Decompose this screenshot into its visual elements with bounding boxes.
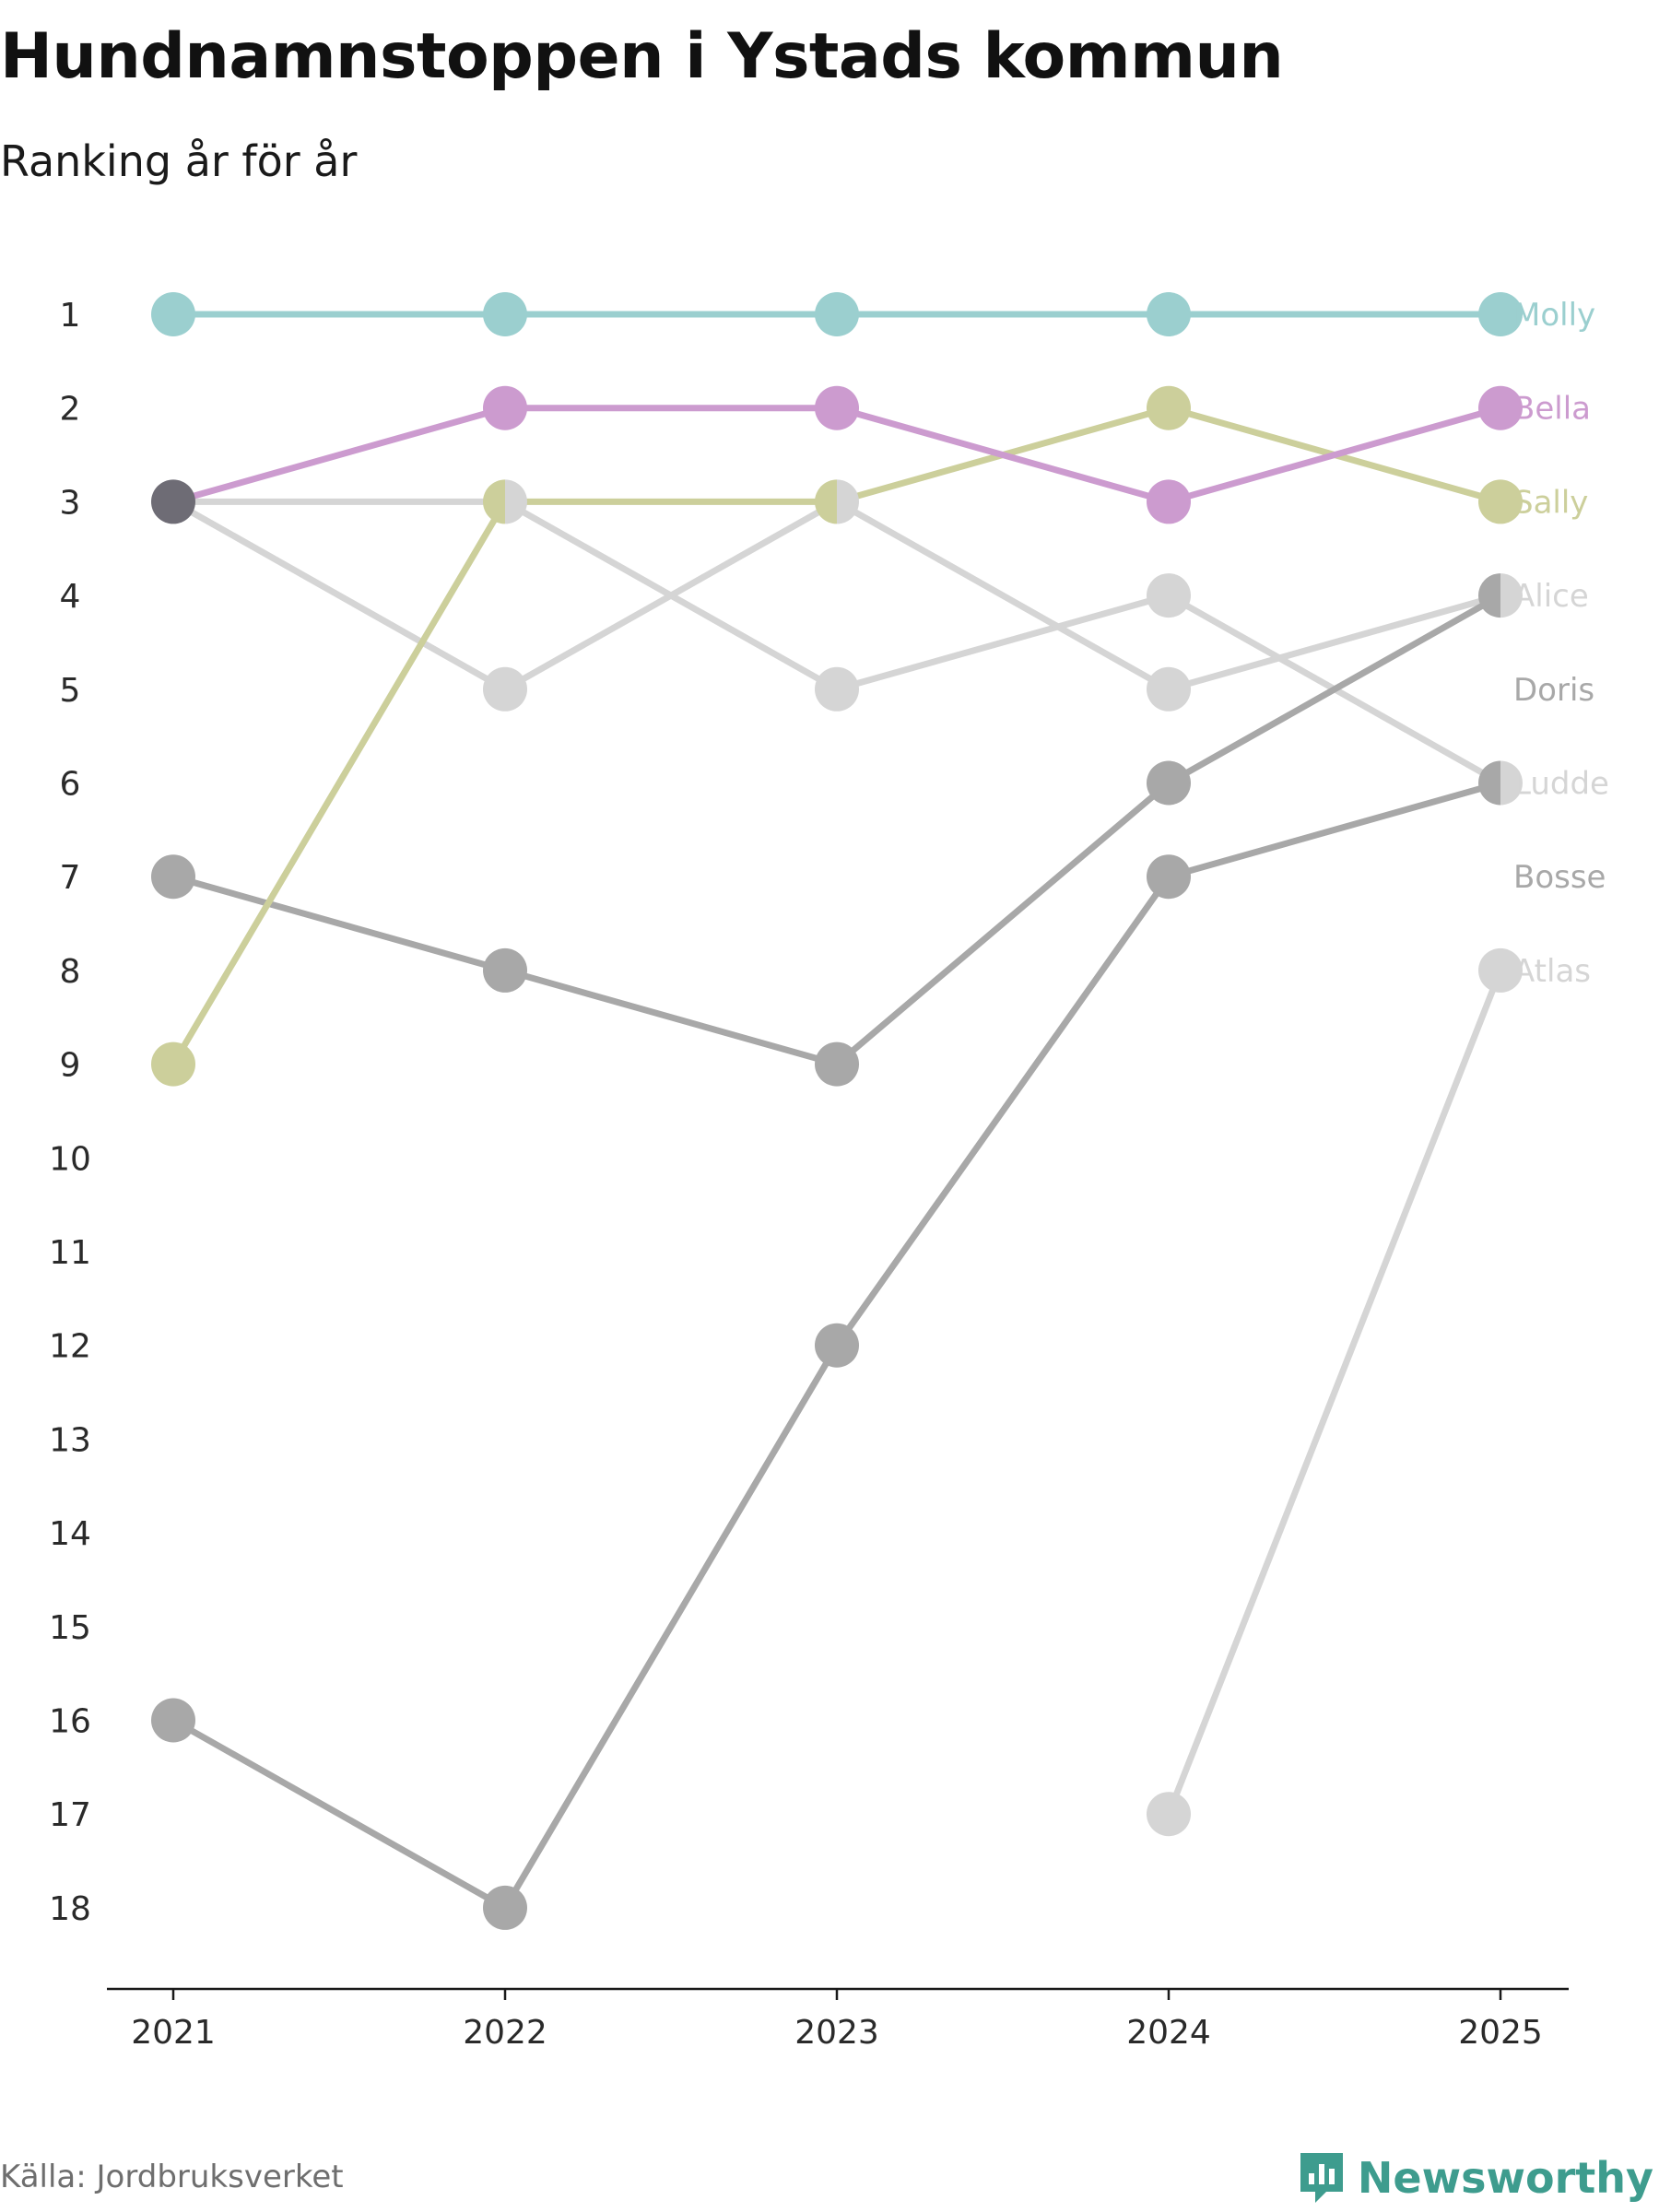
source-note: Källa: Jordbruksverket xyxy=(0,2159,344,2195)
x-tick-2022: 2022 xyxy=(463,2014,547,2052)
point-molly-2021 xyxy=(151,292,195,336)
point-tie-left-2025-rank-6 xyxy=(1478,760,1500,806)
chart-title: Hundnamnstoppen i Ystads kommun xyxy=(0,20,1284,93)
end-label-atlas: Atlas xyxy=(1513,953,1591,990)
newsworthy-logo-icon xyxy=(1300,2153,1343,2203)
point-atlas-2025 xyxy=(1478,947,1523,993)
end-label-bella: Bella xyxy=(1513,391,1591,428)
y-tick-9: 9 xyxy=(60,1047,81,1085)
brand-name: Newsworthy xyxy=(1357,2153,1653,2203)
point-doris-2024 xyxy=(1147,760,1191,806)
end-label-ludde: Ludde xyxy=(1513,766,1609,803)
y-tick-4: 4 xyxy=(60,578,81,616)
y-tick-2: 2 xyxy=(60,391,81,429)
x-tick-2025: 2025 xyxy=(1458,2014,1543,2052)
point-bosse-2022 xyxy=(483,1885,527,1930)
y-tick-8: 8 xyxy=(60,953,81,991)
point-ludde-2024 xyxy=(1147,573,1191,618)
brand-logo: Newsworthy xyxy=(1299,2151,1653,2205)
point-tie-right-2025-rank-6 xyxy=(1500,760,1523,806)
end-label-alice: Alice xyxy=(1513,578,1589,615)
point-bosse-2023 xyxy=(815,1323,859,1368)
point-tie-left-2023-rank-3 xyxy=(815,479,837,524)
series-lines xyxy=(170,311,1504,1912)
y-tick-6: 6 xyxy=(60,766,81,804)
end-label-doris: Doris xyxy=(1513,672,1594,709)
point-alice-2022 xyxy=(483,666,527,712)
end-label-bosse: Bosse xyxy=(1513,859,1606,896)
y-tick-3: 3 xyxy=(60,484,81,522)
point-bella-2024 xyxy=(1147,479,1191,524)
point-sally-2024 xyxy=(1147,385,1191,430)
point-tie-2021-rank-3 xyxy=(151,479,195,524)
point-bella-2022 xyxy=(483,385,527,430)
point-bosse-2024 xyxy=(1147,854,1191,900)
y-tick-10: 10 xyxy=(49,1140,91,1178)
end-label-sally: Sally xyxy=(1513,484,1588,521)
y-tick-7: 7 xyxy=(60,859,81,897)
point-doris-2021 xyxy=(151,854,195,900)
y-tick-1: 1 xyxy=(60,297,81,335)
point-tie-right-2023-rank-3 xyxy=(837,479,860,524)
point-ludde-2023 xyxy=(815,666,859,712)
chart-subtitle: Ranking år för år xyxy=(0,136,358,186)
point-molly-2022 xyxy=(483,292,527,336)
series-line-atlas xyxy=(1165,967,1504,1818)
x-tick-2024: 2024 xyxy=(1126,2014,1211,2052)
y-tick-11: 11 xyxy=(49,1234,91,1272)
y-tick-14: 14 xyxy=(49,1515,91,1553)
y-tick-5: 5 xyxy=(60,672,81,710)
x-axis-ticks: 2021 2022 2023 2024 2025 xyxy=(131,1989,1543,2052)
series-points xyxy=(151,292,1523,1930)
end-labels: Molly Bella Sally Alice Doris Ludde Bosse Atlas xyxy=(1513,297,1609,990)
point-molly-2024 xyxy=(1147,292,1191,336)
point-doris-2022 xyxy=(483,947,527,993)
series-line-alice xyxy=(170,498,1504,693)
y-tick-18: 18 xyxy=(49,1890,91,1928)
y-tick-17: 17 xyxy=(49,1796,91,1834)
point-atlas-2024 xyxy=(1147,1792,1191,1837)
y-tick-12: 12 xyxy=(49,1328,91,1366)
point-sally-2025 xyxy=(1478,479,1523,524)
point-bosse-2021 xyxy=(151,1698,195,1743)
point-bella-2025 xyxy=(1478,385,1523,430)
y-tick-13: 13 xyxy=(49,1421,91,1459)
point-tie-right-2025-rank-4 xyxy=(1500,573,1523,618)
point-tie-left-2022-rank-3 xyxy=(483,479,505,524)
point-doris-2023 xyxy=(815,1041,859,1087)
x-tick-2023: 2023 xyxy=(794,2014,879,2052)
x-tick-2021: 2021 xyxy=(131,2014,216,2052)
y-tick-15: 15 xyxy=(49,1609,91,1647)
point-sally-2021 xyxy=(151,1041,195,1087)
point-tie-right-2022-rank-3 xyxy=(505,479,527,524)
point-molly-2025 xyxy=(1478,292,1523,336)
point-alice-2024 xyxy=(1147,666,1191,712)
point-molly-2023 xyxy=(815,292,859,336)
point-tie-left-2025-rank-4 xyxy=(1478,573,1500,618)
series-line-ludde xyxy=(170,498,1504,786)
end-label-molly: Molly xyxy=(1513,297,1595,334)
point-bella-2023 xyxy=(815,385,859,430)
series-line-doris xyxy=(170,592,1504,1068)
y-tick-16: 16 xyxy=(49,1703,91,1741)
